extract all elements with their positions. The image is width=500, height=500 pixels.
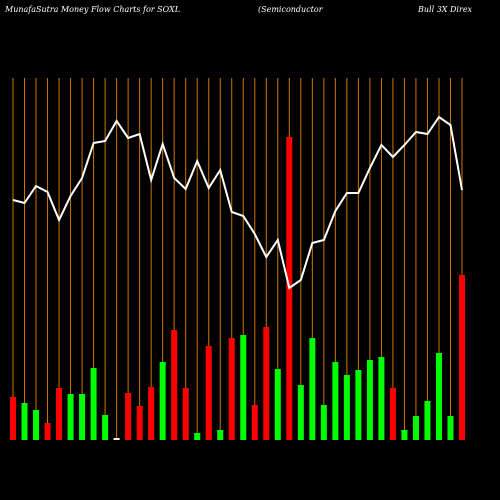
bar — [125, 393, 132, 440]
bar — [424, 401, 431, 440]
bar — [366, 360, 373, 440]
bar — [263, 327, 270, 440]
bar — [67, 394, 74, 440]
title-part: MunafaSutra Money Flow Charts for SOXL — [4, 5, 180, 14]
bar — [401, 430, 408, 440]
bar — [412, 416, 419, 440]
bar — [389, 388, 396, 440]
bar — [274, 369, 281, 440]
bar — [10, 397, 16, 440]
bar — [332, 362, 339, 440]
bar — [79, 394, 86, 440]
bar — [182, 388, 189, 440]
bar — [102, 415, 109, 440]
bar — [33, 410, 40, 440]
bar — [194, 433, 201, 440]
bar — [90, 368, 97, 440]
bar — [148, 387, 155, 440]
bar — [320, 405, 327, 440]
price-line — [12, 115, 463, 290]
bar — [447, 416, 454, 440]
bar — [56, 388, 63, 440]
bar — [251, 405, 258, 440]
bar — [217, 430, 224, 440]
bar — [171, 330, 178, 440]
bar — [228, 338, 235, 440]
bar — [159, 362, 166, 440]
bar — [355, 370, 362, 440]
bar — [136, 406, 143, 440]
bar — [435, 353, 442, 440]
bar — [240, 335, 247, 440]
bar — [44, 423, 51, 440]
bar — [378, 357, 385, 440]
bar — [113, 438, 120, 440]
title-part: (Semiconductor — [258, 5, 324, 14]
bar — [297, 385, 304, 440]
bar — [343, 375, 350, 440]
bar — [309, 338, 316, 440]
bar — [459, 275, 465, 440]
title-part: Bull 3X Direx — [417, 5, 473, 14]
bar — [205, 346, 212, 440]
bar — [21, 403, 28, 440]
